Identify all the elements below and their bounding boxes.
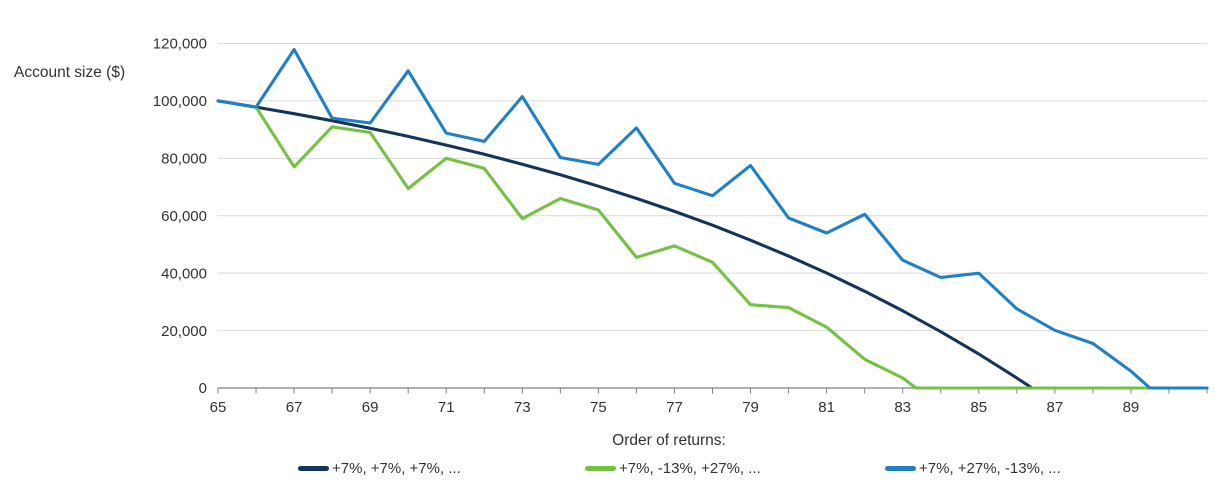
x-axis-label: 77 [666,399,683,416]
x-axis-label: 85 [970,399,987,416]
x-axis-label: 83 [894,399,911,416]
y-axis-label: 40,000 [161,265,207,282]
legend-label: +7%, +27%, -13%, ... [919,459,1061,477]
y-axis-title: Account size ($) [14,64,126,81]
x-axis-label: 73 [514,399,531,416]
x-axis-label: 67 [286,399,303,416]
y-axis-label: 80,000 [161,151,207,168]
series-line-0 [216,99,1209,390]
legend-label: +7%, +7%, +7%, ... [332,459,461,477]
series-line-2 [216,47,1209,390]
x-axis-label: 65 [210,399,227,416]
y-axis-label: 60,000 [161,208,207,225]
legend-item-bad-early-returns: +7%, -13%, +27%, ... [585,458,761,478]
x-axis-label: 79 [742,399,759,416]
legend-label: +7%, -13%, +27%, ... [619,459,761,477]
y-axis-label: 100,000 [153,93,207,110]
legend-swatch-navy-line-icon [298,465,329,471]
series-line-1 [216,99,1209,390]
legend-title: Order of returns: [612,432,726,449]
x-axis-label: 69 [362,399,379,416]
legend-swatch-green-line-icon [585,465,616,471]
legend-item-constant-returns: +7%, +7%, +7%, ... [298,458,461,478]
x-axis-label: 75 [590,399,607,416]
y-axis-label: 120,000 [153,36,207,53]
x-axis-label: 81 [818,399,835,416]
y-axis-label: 20,000 [161,323,207,340]
y-axis-label: 0 [199,380,207,397]
legend-item-good-early-returns: +7%, +27%, -13%, ... [885,458,1061,478]
legend-swatch-blue-line-icon [885,465,916,471]
x-axis-label: 87 [1047,399,1064,416]
x-axis-label: 71 [438,399,455,416]
x-axis-label: 89 [1123,399,1140,416]
